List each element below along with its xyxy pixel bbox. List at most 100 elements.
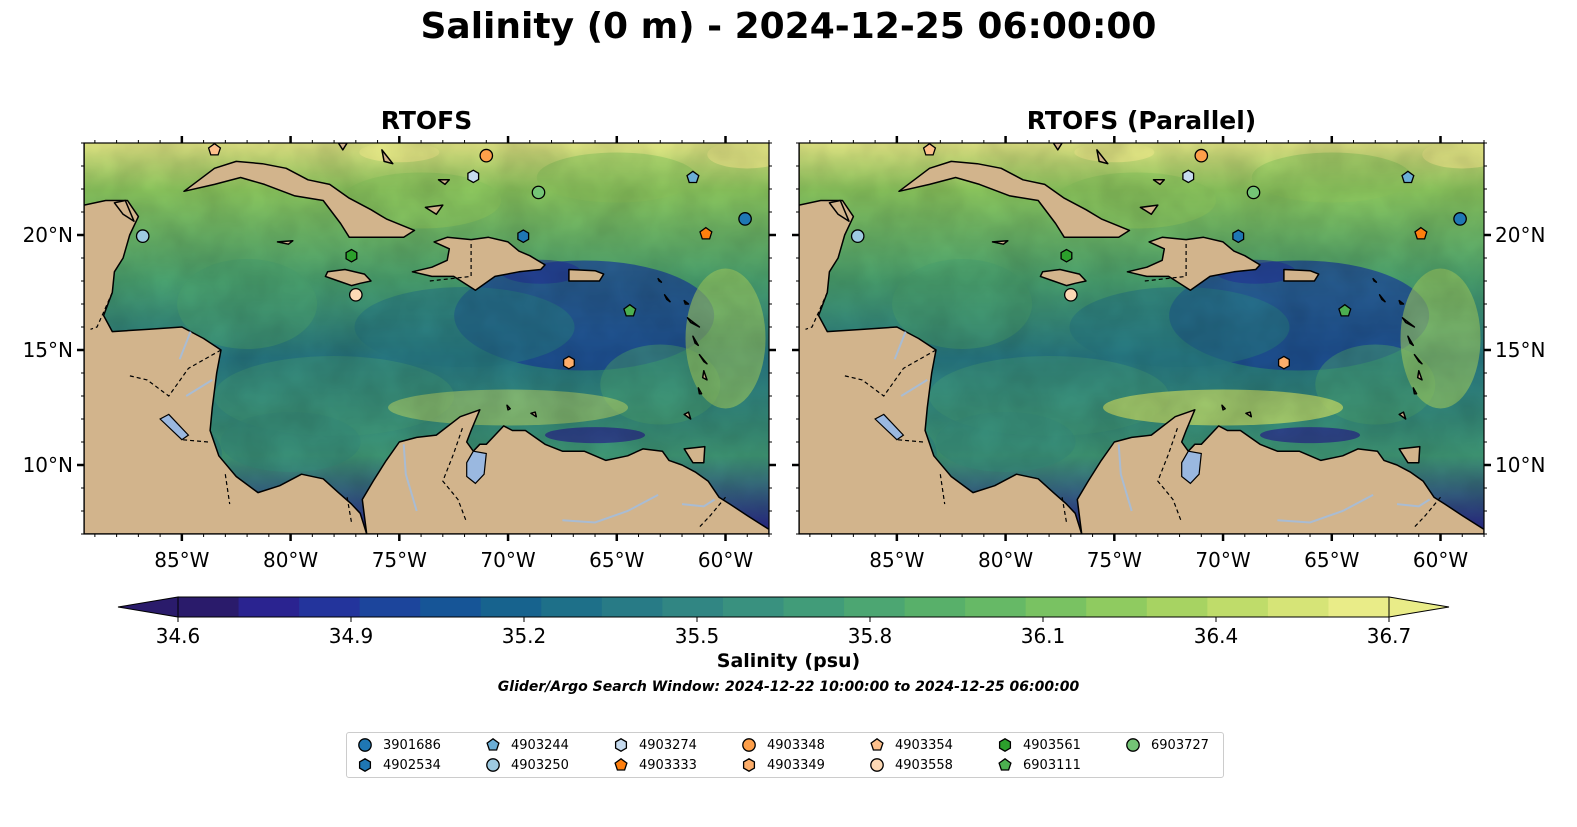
legend-item-4903274: 4903274	[612, 736, 697, 754]
lon-tick-label: 65°W	[1304, 548, 1359, 572]
panel-title-rtofs-parallel: RTOFS (Parallel)	[1026, 106, 1257, 135]
float-marker-4903354	[207, 142, 222, 156]
legend-marker-circle-icon	[742, 738, 756, 752]
float-marker-4903354	[922, 142, 937, 156]
colorbar-extend-low	[117, 596, 179, 618]
float-marker-4903250	[135, 229, 150, 243]
legend-label: 4903348	[767, 737, 825, 753]
colorbar-tick-label: 36.4	[1194, 624, 1239, 644]
lon-tick-label: 60°W	[698, 548, 753, 572]
lon-tick-label: 80°W	[978, 548, 1033, 572]
legend-item-4903354: 4903354	[868, 736, 953, 754]
legend-label: 3901686	[383, 737, 441, 753]
colorbar-tick-label: 36.7	[1367, 624, 1412, 644]
legend-marker-circle-icon	[358, 738, 372, 752]
map-frame	[83, 142, 770, 535]
map-figure: 85°W 80°W 75°W 70°W 65°W 60°W 10°N 15°N 20°N 85°…	[23, 136, 1545, 572]
colorbar-segment	[480, 597, 542, 617]
lat-tick-label: 20°N	[1495, 223, 1545, 247]
lat-tick-label: 15°N	[23, 338, 73, 362]
legend-item-4903349: 4903349	[740, 756, 825, 774]
legend-label: 4903250	[511, 757, 569, 773]
legend-marker-pentagon-icon	[870, 737, 884, 751]
float-marker-4903250	[850, 229, 865, 243]
float-marker-3901686	[1453, 212, 1467, 226]
panel-title-rtofs: RTOFS	[380, 106, 473, 135]
lon-tick-label: 70°W	[1195, 548, 1250, 572]
search-window-caption: Glider/Argo Search Window: 2024-12-22 10…	[497, 679, 1080, 695]
colorbar-segment	[1328, 597, 1390, 617]
map-panel-rtofs-parallel: 85°W 80°W 75°W 70°W 65°W 60°W 10°N 15°N 20°N	[792, 136, 1545, 572]
colorbar-label: Salinity (psu)	[716, 650, 861, 672]
float-marker-4903349	[562, 355, 575, 370]
legend-item-6903111: 6903111	[996, 756, 1081, 774]
lon-tick-label: 65°W	[589, 548, 644, 572]
legend-label: 4903349	[767, 757, 825, 773]
lon-tick-label: 75°W	[1087, 548, 1142, 572]
float-marker-6903111	[623, 303, 637, 317]
colorbar-tick-label: 36.1	[1021, 624, 1066, 644]
float-marker-4903348	[479, 148, 494, 163]
legend-label: 4903244	[511, 737, 569, 753]
figure-title: Salinity (0 m) - 2024-12-25 06:00:00	[420, 6, 1157, 47]
colorbar-segment	[1146, 597, 1208, 617]
legend-marker-pentagon-icon	[486, 737, 500, 751]
colorbar-tick-label: 34.6	[156, 624, 201, 644]
legend-label: 4903274	[639, 737, 697, 753]
legend-marker-hexagon-icon	[742, 758, 756, 772]
float-marker-4903274	[1182, 169, 1195, 184]
float-marker-6903727	[1246, 185, 1261, 200]
colorbar-segment	[299, 597, 361, 617]
legend-label: 4903558	[895, 757, 953, 773]
float-marker-4903244	[1401, 170, 1415, 184]
colorbar-segment	[965, 597, 1027, 617]
float-marker-6903111	[1338, 303, 1352, 317]
colorbar-tick-label: 35.8	[848, 624, 893, 644]
legend-item-4902534: 4902534	[356, 756, 441, 774]
colorbar-segment	[1025, 597, 1087, 617]
colorbar-segment	[1086, 597, 1148, 617]
legend-label: 4902534	[383, 757, 441, 773]
legend-label: 4903561	[1023, 737, 1081, 753]
colorbar-tick-label: 35.5	[675, 624, 720, 644]
colorbar-segment	[904, 597, 966, 617]
lat-tick-label: 20°N	[23, 223, 73, 247]
colorbar-segment	[783, 597, 845, 617]
lon-tick-label: 80°W	[263, 548, 318, 572]
lat-tick-label: 15°N	[1495, 338, 1545, 362]
lon-tick-label: 70°W	[480, 548, 535, 572]
legend-marker-circle-icon	[486, 758, 500, 772]
lon-tick-label: 85°W	[154, 548, 209, 572]
legend-item-4903348: 4903348	[740, 736, 825, 754]
float-marker-4903274	[467, 169, 480, 184]
float-marker-4903558	[348, 287, 363, 302]
legend-marker-hexagon-icon	[358, 758, 372, 772]
legend-item-4903561: 4903561	[996, 736, 1081, 754]
float-marker-4903333	[1414, 226, 1428, 240]
lat-tick-label: 10°N	[23, 453, 73, 477]
float-marker-6903727	[531, 185, 546, 200]
legend-marker-hexagon-icon	[998, 738, 1012, 752]
colorbar-segment	[359, 597, 421, 617]
float-marker-4903333	[699, 226, 713, 240]
legend-label: 6903111	[1023, 757, 1081, 773]
legend-item-3901686: 3901686	[356, 736, 441, 754]
legend-item-4903333: 4903333	[612, 756, 697, 774]
legend-item-4903558: 4903558	[868, 756, 953, 774]
float-marker-4903558	[1063, 287, 1078, 302]
colorbar-segment	[541, 597, 603, 617]
legend-marker-pentagon-icon	[998, 757, 1012, 771]
legend-label: 4903333	[639, 757, 697, 773]
legend-label: 6903727	[1151, 737, 1209, 753]
map-frame	[798, 142, 1485, 535]
lon-tick-label: 60°W	[1413, 548, 1468, 572]
legend-marker-circle-icon	[870, 758, 884, 772]
colorbar-tick-label: 35.2	[502, 624, 547, 644]
float-marker-4902534	[1232, 229, 1245, 244]
colorbar-segment	[844, 597, 906, 617]
lon-tick-label: 85°W	[869, 548, 924, 572]
colorbar-segment	[420, 597, 482, 617]
float-marker-4903349	[1277, 355, 1290, 370]
colorbar-segment	[662, 597, 724, 617]
map-panel-rtofs: 85°W 80°W 75°W 70°W 65°W 60°W 10°N 15°N 20°N	[23, 136, 776, 572]
